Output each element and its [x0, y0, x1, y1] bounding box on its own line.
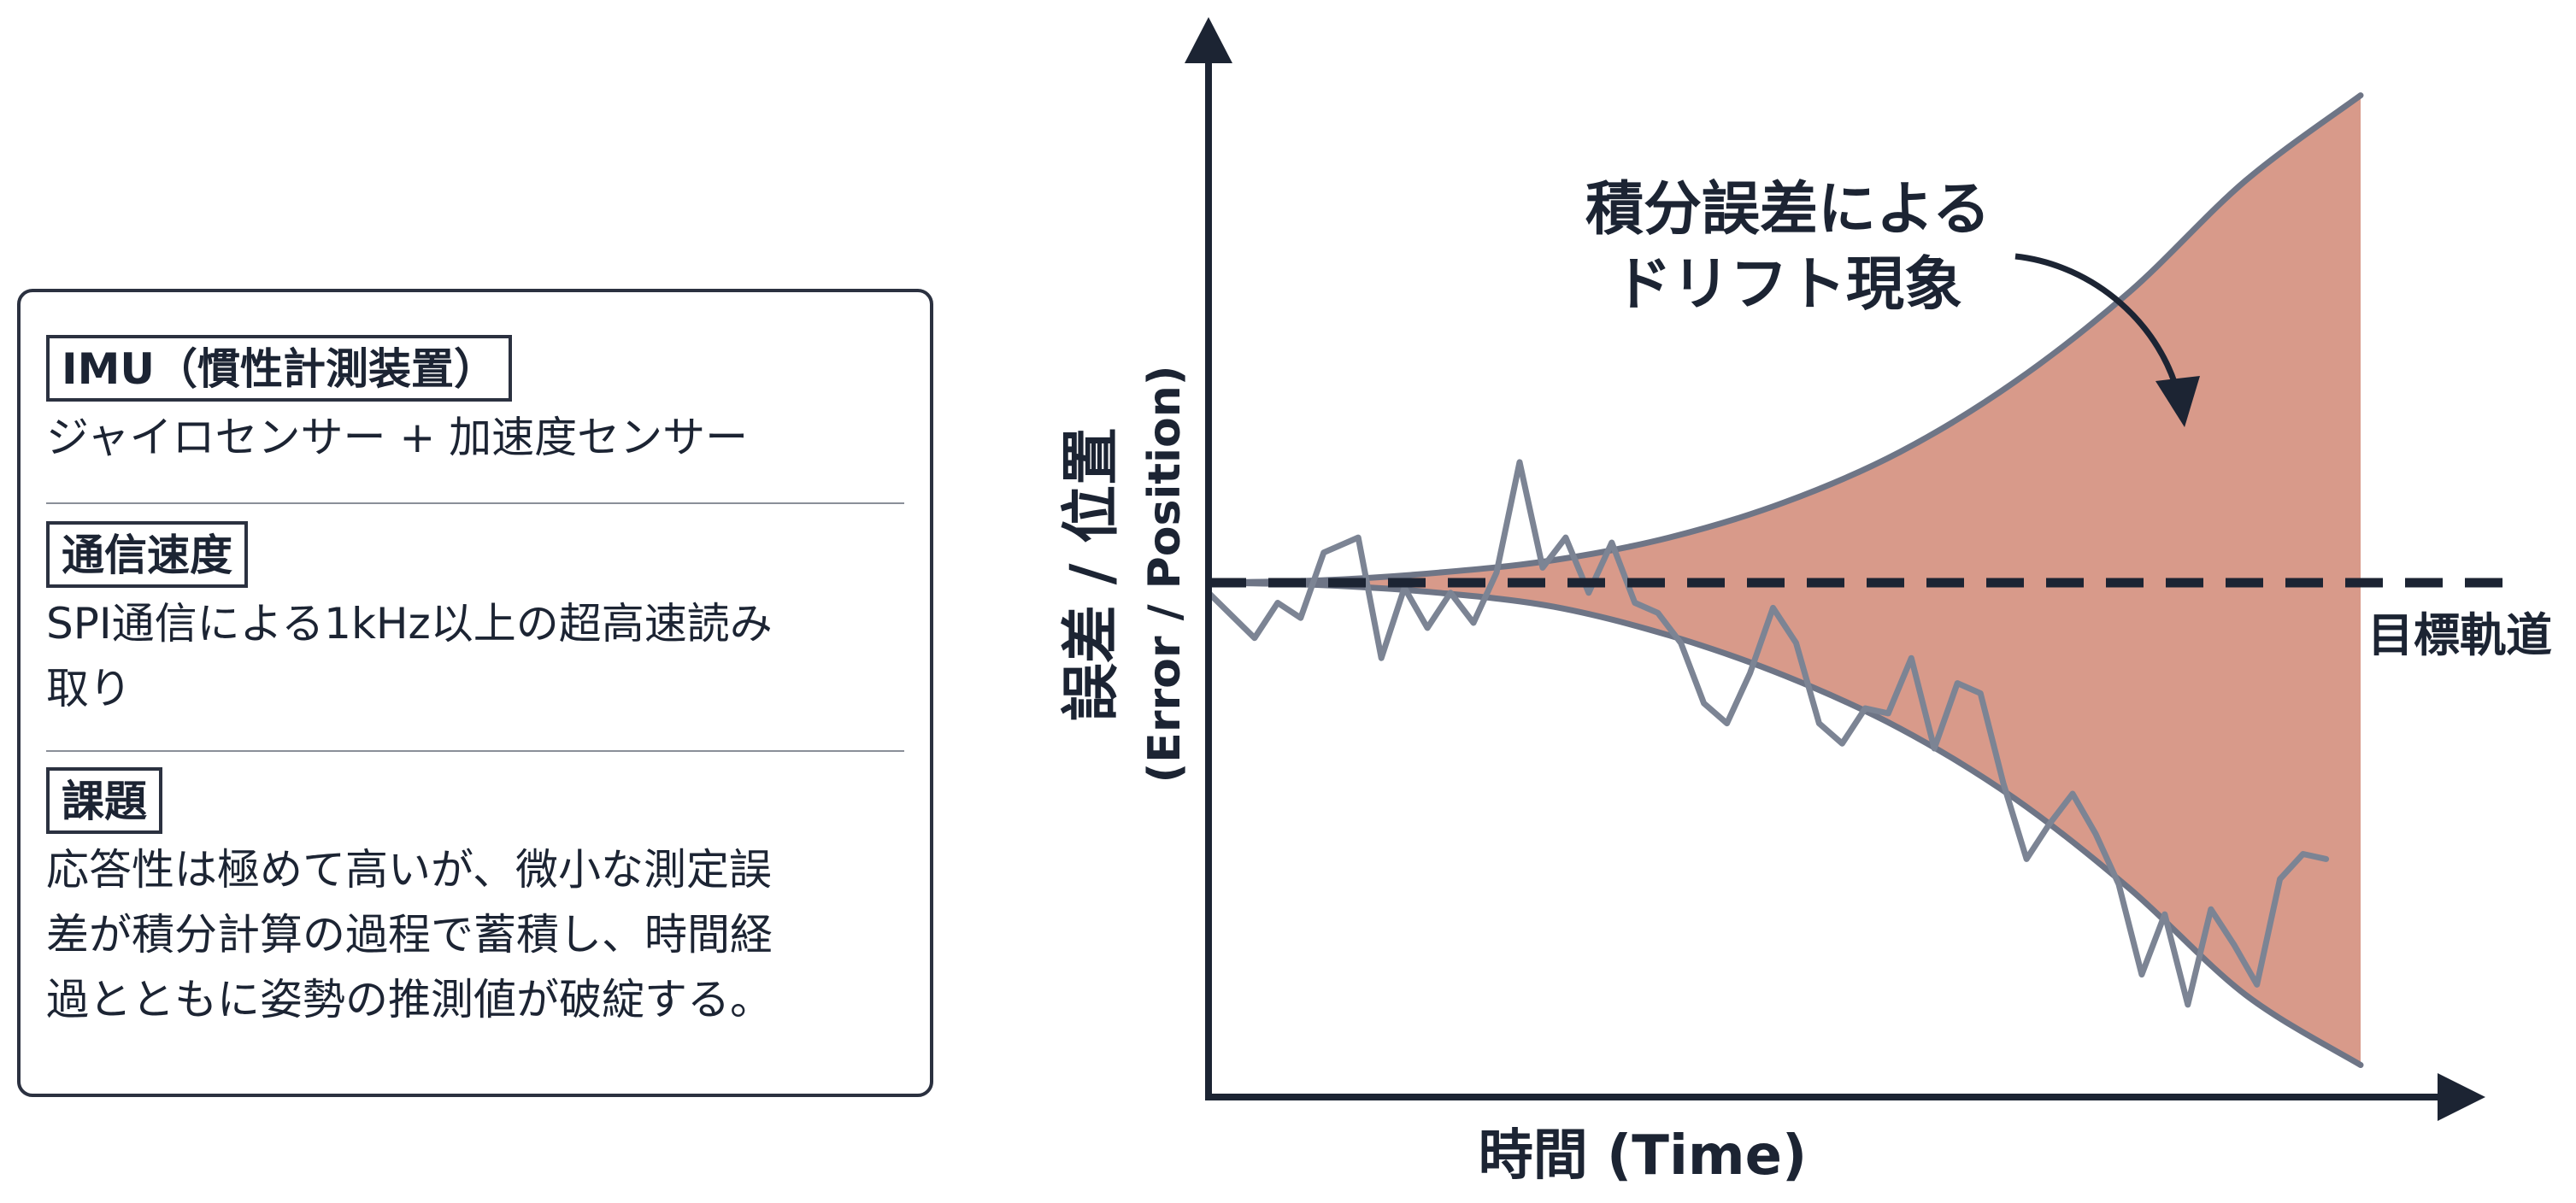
y-axis-title: 誤差 / 位置 (Error / Position) [1058, 366, 1191, 783]
info-card: IMU（慣性計測装置） ジャイロセンサー + 加速度センサー 通信速度 SPI通… [17, 289, 933, 1097]
issue-body-line-3: 過とともに姿勢の推測値が破綻する。 [46, 975, 773, 1024]
x-axis-title: 時間 (Time) [1479, 1124, 1807, 1188]
annotation-line-2: ドリフト現象 [1614, 251, 1962, 319]
issue-section: 課題 応答性は極めて高いが、微小な測定誤 差が積分計算の過程で蓄積し、時間経 過… [46, 767, 906, 1032]
y-axis-title-ja: 誤差 / 位置 [1058, 427, 1126, 721]
annotation-arrowhead [2155, 376, 2200, 427]
imu-section: IMU（慣性計測装置） ジャイロセンサー + 加速度センサー [46, 335, 906, 470]
comm-body-line-2: 取り [46, 664, 132, 713]
issue-title: 課題 [46, 767, 162, 834]
upper-envelope-curve [1205, 92, 2364, 586]
imu-title: IMU（慣性計測装置） [46, 335, 512, 402]
reference-line-label: 目標軌道 [2367, 608, 2552, 662]
annotation-line-1: 積分誤差による [1585, 176, 1991, 244]
noisy-measured-signal [1205, 459, 2330, 1008]
comm-title: 通信速度 [46, 521, 248, 588]
divider-2 [46, 750, 904, 752]
issue-body-line-2: 差が積分計算の過程で蓄積し、時間経 [46, 910, 773, 959]
y-axis-arrowhead [1185, 17, 1232, 63]
comm-section: 通信速度 SPI通信による1kHz以上の超高速読み 取り [46, 521, 906, 721]
imu-body-line-1: ジャイロセンサー + 加速度センサー [46, 413, 749, 462]
annotation-arrow [2014, 253, 2183, 401]
divider-1 [46, 502, 904, 504]
comm-body-line-1: SPI通信による1kHz以上の超高速読み [46, 599, 773, 648]
issue-body-line-1: 応答性は極めて高いが、微小な測定誤 [46, 845, 772, 895]
x-axis-arrowhead [2438, 1073, 2485, 1121]
y-axis-title-en: (Error / Position) [1139, 366, 1191, 783]
